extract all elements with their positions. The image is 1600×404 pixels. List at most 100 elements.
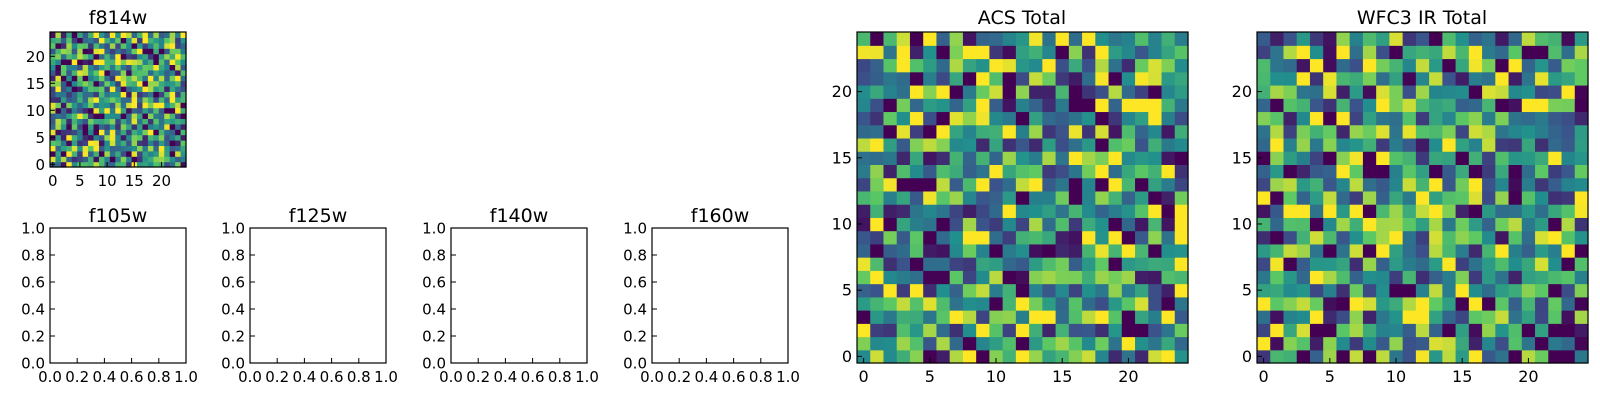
heatmap-cell xyxy=(60,96,67,103)
heatmap-cell xyxy=(93,53,100,60)
heatmap-cell xyxy=(1521,204,1536,218)
heatmap-cell xyxy=(164,64,171,71)
heatmap-cell xyxy=(1574,336,1589,351)
heatmap-cell xyxy=(909,137,924,152)
heatmap-cell xyxy=(1415,190,1430,205)
heatmap-cell xyxy=(60,80,67,87)
heatmap-cell xyxy=(1108,270,1123,285)
heatmap-cell xyxy=(1468,124,1483,139)
heatmap-cell xyxy=(1135,296,1149,311)
x-tick-labels-f140w: 0.0 0.2 0.4 0.6 0.8 1.0 xyxy=(439,358,599,386)
heatmap-cell xyxy=(1349,296,1364,311)
heatmap-cell xyxy=(1283,190,1298,205)
heatmap-cell xyxy=(153,53,160,60)
heatmap-cell xyxy=(896,323,911,338)
heatmap-cell xyxy=(137,42,144,49)
heatmap-cell xyxy=(1323,45,1338,60)
heatmap-cell xyxy=(857,71,871,86)
heatmap-cell xyxy=(1548,349,1563,364)
heatmap-cell xyxy=(1455,257,1470,271)
panel-f125w: f125w 0.0 0.2 0.4 0.6 0.8 1.0 0.00.20.40.60.8… xyxy=(221,205,398,386)
heatmap-cell xyxy=(1482,270,1496,285)
heatmap-cell xyxy=(164,53,171,60)
heatmap-cell xyxy=(870,164,885,179)
heatmap-cell xyxy=(131,59,138,65)
heatmap-cell xyxy=(1455,230,1470,245)
heatmap-cell xyxy=(1455,283,1470,298)
heatmap-cell xyxy=(131,86,138,92)
heatmap-cell xyxy=(883,270,898,285)
heatmap-cell xyxy=(949,257,964,271)
heatmap-cell xyxy=(936,177,951,192)
heatmap-cell xyxy=(1161,32,1176,46)
heatmap-cell xyxy=(137,48,144,55)
heatmap-cell xyxy=(126,156,133,163)
heatmap-cell xyxy=(1508,98,1523,113)
heatmap-cell xyxy=(896,243,911,258)
heatmap-cell xyxy=(1029,310,1043,324)
heatmap-cell xyxy=(142,140,149,146)
heatmap-cell xyxy=(137,123,144,130)
heatmap-cell xyxy=(115,64,122,71)
heatmap-cell xyxy=(1336,98,1351,113)
heatmap-cell xyxy=(1508,336,1523,351)
heatmap-cell xyxy=(137,86,144,92)
heatmap-cell xyxy=(909,323,924,338)
heatmap-cell xyxy=(169,37,176,44)
heatmap-cell xyxy=(120,113,127,119)
heatmap-cell xyxy=(1015,230,1030,245)
heatmap-cell xyxy=(1482,111,1496,126)
y-tick-label: 0.0 xyxy=(623,355,647,373)
heatmap-cell xyxy=(1296,230,1311,245)
heatmap-cell xyxy=(1095,137,1110,152)
heatmap-cell xyxy=(1561,349,1576,364)
heatmap-cell xyxy=(93,123,100,130)
heatmap-cell xyxy=(120,145,127,152)
heatmap-cell xyxy=(158,113,165,119)
heatmap-cell xyxy=(1429,310,1443,324)
heatmap-cell xyxy=(1095,230,1110,245)
heatmap-cell xyxy=(1283,270,1298,285)
heatmap-cell xyxy=(104,150,111,157)
heatmap-cell xyxy=(1257,190,1271,205)
heatmap-cell xyxy=(962,204,977,218)
heatmap-cell xyxy=(1415,204,1430,218)
heatmap-cell xyxy=(1561,323,1576,338)
heatmap-cell xyxy=(120,123,127,130)
heatmap-cell xyxy=(1108,111,1123,126)
heatmap-cell xyxy=(1349,283,1364,298)
heatmap-cell xyxy=(989,336,1004,351)
heatmap-cell xyxy=(896,310,911,324)
heatmap-cell xyxy=(1535,349,1549,364)
heatmap-cell xyxy=(93,32,100,38)
heatmap-cell xyxy=(1283,217,1298,232)
heatmap-cell xyxy=(1068,270,1083,285)
heatmap-cell xyxy=(1015,137,1030,152)
heatmap-cell xyxy=(1270,243,1285,258)
heatmap-cell xyxy=(1429,84,1443,99)
heatmap-cell xyxy=(1495,45,1510,60)
heatmap-cell xyxy=(1508,190,1523,205)
heatmap-cell xyxy=(909,58,924,73)
heatmap-cell xyxy=(1508,177,1523,192)
heatmap-cell xyxy=(1561,217,1576,232)
heatmap-cell xyxy=(158,59,165,65)
heatmap-cell xyxy=(93,86,100,92)
heatmap-cell xyxy=(1257,204,1271,218)
heatmap-cell xyxy=(1376,296,1390,311)
heatmap-cell xyxy=(1548,71,1563,86)
heatmap-cell xyxy=(1135,310,1149,324)
heatmap-cell xyxy=(164,113,171,119)
x-tick-label: 20 xyxy=(1118,367,1138,386)
heatmap-cell xyxy=(1283,151,1298,165)
heatmap-cell xyxy=(1148,310,1163,324)
heatmap-cell xyxy=(153,129,160,136)
heatmap-cell xyxy=(909,111,924,126)
heatmap-cell xyxy=(1135,71,1149,86)
heatmap-cell xyxy=(989,84,1004,99)
heatmap-cell xyxy=(896,349,911,364)
heatmap-cell xyxy=(962,323,977,338)
heatmap-cell xyxy=(896,71,911,86)
heatmap-cell xyxy=(962,45,977,60)
